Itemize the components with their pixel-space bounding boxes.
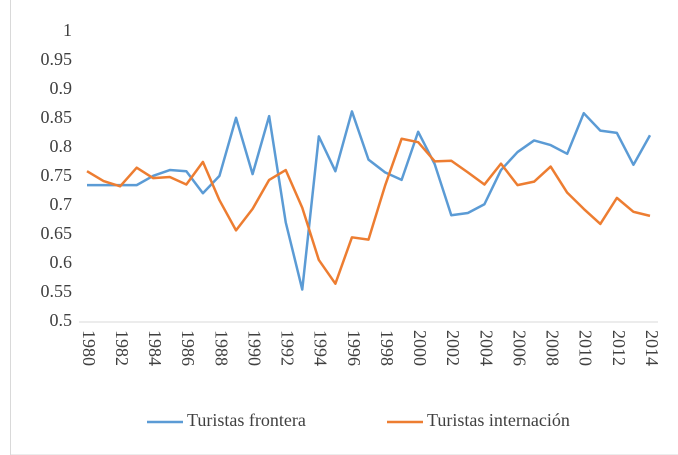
- legend-label: Turistas internación: [427, 410, 570, 430]
- x-tick-label: 2010: [576, 330, 596, 366]
- y-tick-label: 0.8: [50, 136, 73, 156]
- x-tick-label: 2014: [642, 330, 662, 366]
- y-tick-label: 0.6: [50, 252, 73, 272]
- y-tick-label: 1: [63, 20, 72, 40]
- x-tick-label: 2000: [410, 330, 430, 366]
- y-tick-label: 0.65: [41, 223, 73, 243]
- chart-frame: [10, 0, 678, 455]
- x-tick-label: 2002: [443, 330, 463, 366]
- x-tick-label: 1988: [211, 330, 231, 366]
- y-tick-label: 0.9: [50, 78, 73, 98]
- x-tick-label: 2004: [476, 330, 496, 366]
- x-tick-label: 1986: [178, 330, 198, 366]
- x-tick-label: 2012: [609, 330, 629, 366]
- y-tick-label: 0.95: [41, 49, 73, 69]
- legend-label: Turistas frontera: [187, 410, 306, 430]
- x-tick-label: 1994: [311, 330, 331, 366]
- x-tick-label: 2006: [509, 330, 529, 366]
- y-tick-label: 0.75: [41, 165, 73, 185]
- x-tick-label: 1980: [79, 330, 99, 366]
- y-tick-label: 0.5: [50, 310, 73, 330]
- y-tick-label: 0.55: [41, 281, 73, 301]
- x-tick-label: 1982: [112, 330, 132, 366]
- series-line: [87, 110, 652, 291]
- x-tick-label: 1998: [377, 330, 397, 366]
- x-tick-label: 1996: [344, 330, 364, 366]
- series-line: [86, 137, 651, 285]
- x-tick-label: 1992: [278, 330, 298, 366]
- y-tick-label: 0.7: [50, 194, 73, 214]
- x-tick-label: 1984: [145, 330, 165, 366]
- x-tick-label: 1990: [244, 330, 264, 366]
- y-tick-label: 0.85: [41, 107, 73, 127]
- x-tick-label: 2008: [543, 330, 563, 366]
